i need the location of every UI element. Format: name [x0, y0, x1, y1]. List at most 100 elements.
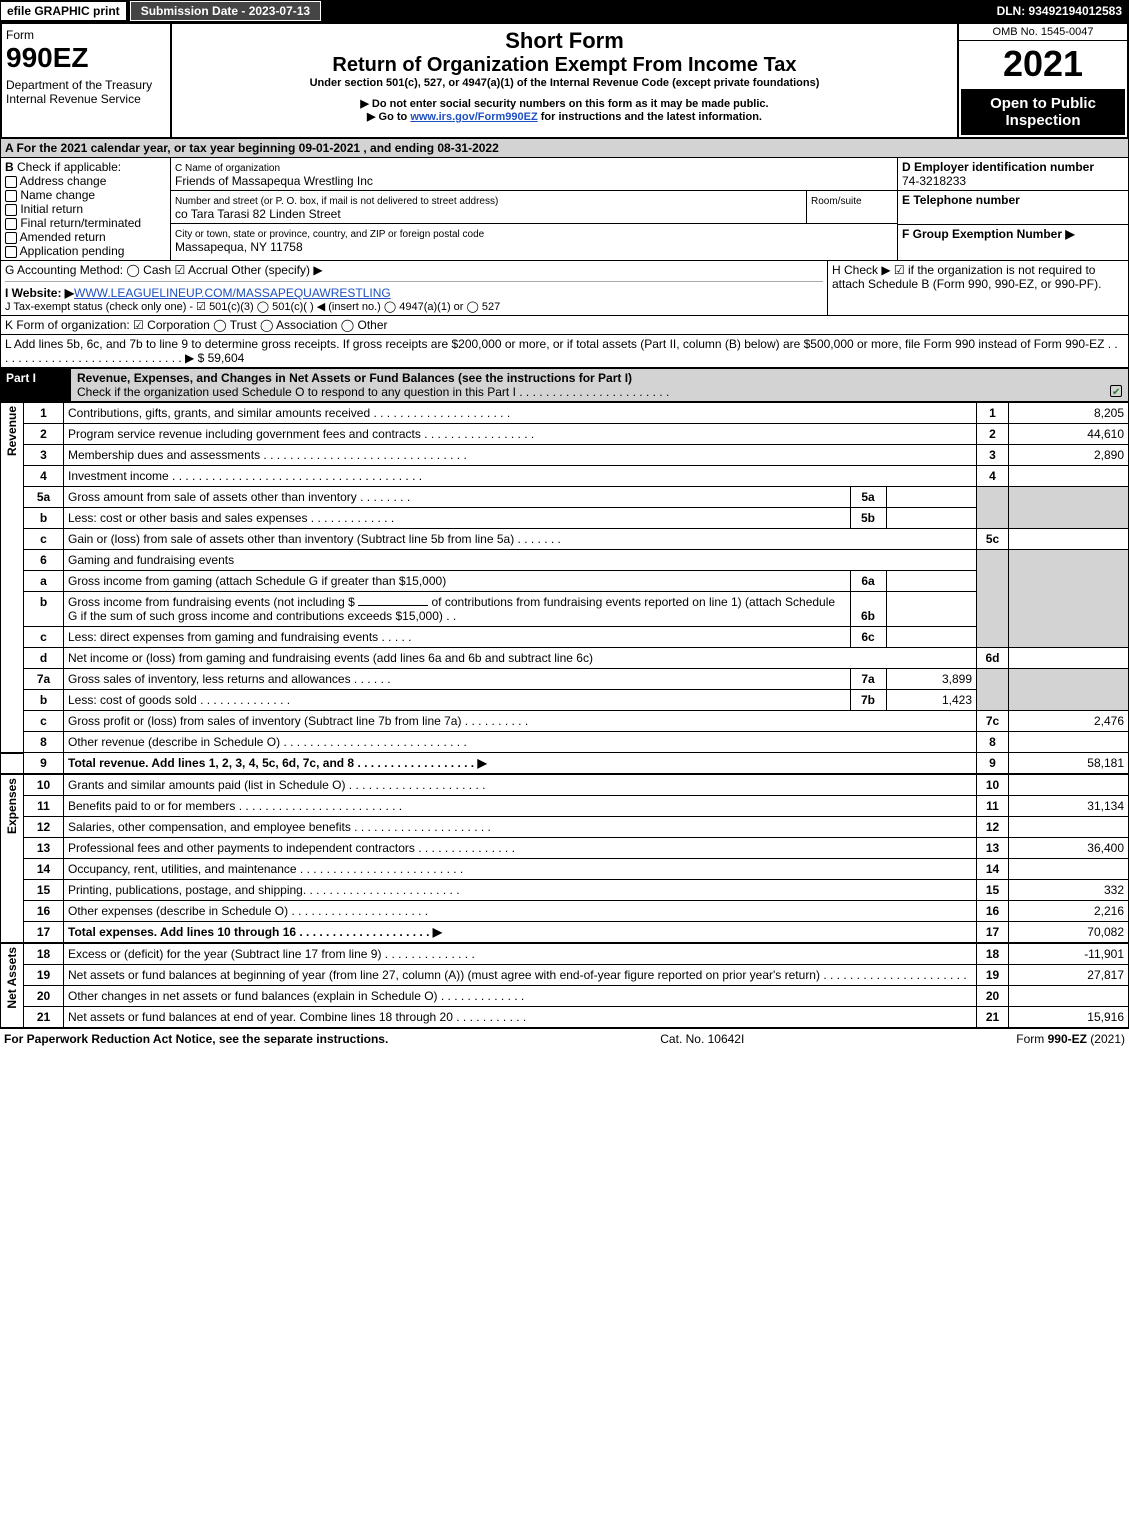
l6a-iamt	[886, 571, 976, 591]
l5a-text: Gross amount from sale of assets other t…	[64, 487, 850, 507]
l10-num: 10	[24, 774, 64, 796]
line-a: A For the 2021 calendar year, or tax yea…	[0, 139, 1129, 158]
efile-print-label[interactable]: efile GRAPHIC print	[1, 2, 126, 20]
line-h: H Check ▶ ☑ if the organization is not r…	[828, 261, 1128, 315]
line-j: J Tax-exempt status (check only one) - ☑…	[5, 300, 823, 313]
l14-num: 14	[24, 859, 64, 880]
l6b-text: Gross income from fundraising events (no…	[64, 592, 850, 626]
l5b-iln: 5b	[850, 508, 886, 528]
l7ab-ln-shade	[977, 669, 1009, 711]
part-i-table: Revenue 1 Contributions, gifts, grants, …	[0, 402, 1129, 1028]
irs-link[interactable]: www.irs.gov/Form990EZ	[410, 111, 537, 123]
l17-ln: 17	[977, 922, 1009, 944]
city: Massapequa, NY 11758	[175, 240, 303, 254]
l5b-text: Less: cost or other basis and sales expe…	[64, 508, 850, 528]
chk-name-change[interactable]	[5, 190, 17, 202]
l2-text: Program service revenue including govern…	[64, 424, 977, 445]
l21-text: Net assets or fund balances at end of ye…	[64, 1007, 977, 1028]
form-header: Form 990EZ Department of the Treasury In…	[0, 22, 1129, 139]
l6b-iamt	[886, 592, 976, 626]
l8-amt	[1009, 732, 1129, 753]
tax-year: 2021	[959, 41, 1127, 87]
l9-amt: 58,181	[1009, 753, 1129, 775]
chk-application-pending[interactable]	[5, 246, 17, 258]
l6d-num: d	[24, 648, 64, 669]
open-public-badge: Open to Public Inspection	[961, 89, 1125, 135]
d-label: D Employer identification number	[902, 160, 1094, 174]
chk-final-return[interactable]	[5, 218, 17, 230]
b-label: B	[5, 160, 14, 174]
subtitle-ssn: ▶ Do not enter social security numbers o…	[176, 97, 953, 110]
l2-ln: 2	[977, 424, 1009, 445]
l5a-num: 5a	[24, 487, 64, 508]
l15-amt: 332	[1009, 880, 1129, 901]
l17-amt: 70,082	[1009, 922, 1129, 944]
l7c-num: c	[24, 711, 64, 732]
l15-num: 15	[24, 880, 64, 901]
omb-number: OMB No. 1545-0047	[959, 24, 1127, 41]
l5a-iamt	[886, 487, 976, 507]
l6-amt-shade	[1009, 550, 1129, 648]
l3-num: 3	[24, 445, 64, 466]
l4-num: 4	[24, 466, 64, 487]
l4-amt	[1009, 466, 1129, 487]
l14-ln: 14	[977, 859, 1009, 880]
l4-text: Investment income . . . . . . . . . . . …	[64, 466, 977, 487]
l6b-iln: 6b	[850, 592, 886, 626]
revenue-side-label: Revenue	[1, 403, 24, 753]
l14-amt	[1009, 859, 1129, 880]
l12-amt	[1009, 817, 1129, 838]
line-i: I Website: ▶WWW.LEAGUELINEUP.COM/MASSAPE…	[5, 286, 823, 300]
l13-amt: 36,400	[1009, 838, 1129, 859]
l6d-amt	[1009, 648, 1129, 669]
l6d-ln: 6d	[977, 648, 1009, 669]
chk-amended-return[interactable]	[5, 232, 17, 244]
part-i-header: Part I Revenue, Expenses, and Changes in…	[0, 368, 1129, 402]
chk-schedule-o[interactable]	[1110, 385, 1122, 397]
l21-amt: 15,916	[1009, 1007, 1129, 1028]
title-short-form: Short Form	[176, 28, 953, 54]
l13-text: Professional fees and other payments to …	[64, 838, 977, 859]
line-l: L Add lines 5b, 6c, and 7b to line 9 to …	[0, 335, 1129, 368]
l18-amt: -11,901	[1009, 943, 1129, 965]
l3-amt: 2,890	[1009, 445, 1129, 466]
expenses-side-label: Expenses	[1, 774, 24, 943]
l6a-iln: 6a	[850, 571, 886, 591]
l4-ln: 4	[977, 466, 1009, 487]
l7b-iln: 7b	[850, 690, 886, 710]
l5c-amt	[1009, 529, 1129, 550]
l14-text: Occupancy, rent, utilities, and maintena…	[64, 859, 977, 880]
l5b-num: b	[24, 508, 64, 529]
l5ab-ln-shade	[977, 487, 1009, 529]
l7b-iamt: 1,423	[886, 690, 976, 710]
top-bar: efile GRAPHIC print Submission Date - 20…	[0, 0, 1129, 22]
part-i-label: Part I	[0, 368, 70, 402]
b-addr: Address change	[20, 174, 107, 188]
l8-ln: 8	[977, 732, 1009, 753]
website-link[interactable]: WWW.LEAGUELINEUP.COM/MASSAPEQUAWRESTLING	[74, 286, 391, 300]
goto-pre: ▶ Go to	[367, 111, 410, 123]
form-number: 990EZ	[6, 42, 89, 73]
section-bcdef: B Check if applicable: Address change Na…	[0, 158, 1129, 261]
l8-text: Other revenue (describe in Schedule O) .…	[64, 732, 977, 753]
l6a-num: a	[24, 571, 64, 592]
city-label: City or town, state or province, country…	[175, 229, 484, 240]
l5ab-amt-shade	[1009, 487, 1129, 529]
footer-formref: Form 990-EZ (2021)	[1016, 1032, 1125, 1046]
l5c-ln: 5c	[977, 529, 1009, 550]
l6b-num: b	[24, 592, 64, 627]
b-final: Final return/terminated	[20, 216, 141, 230]
l7c-ln: 7c	[977, 711, 1009, 732]
l16-num: 16	[24, 901, 64, 922]
room-label: Room/suite	[811, 196, 862, 207]
l18-text: Excess or (deficit) for the year (Subtra…	[64, 943, 977, 965]
l17-num: 17	[24, 922, 64, 944]
chk-address-change[interactable]	[5, 176, 17, 188]
l6b-t1: Gross income from fundraising events (no…	[68, 595, 355, 609]
l6-text: Gaming and fundraising events	[64, 550, 977, 571]
f-label: F Group Exemption Number ▶	[902, 227, 1075, 241]
chk-initial-return[interactable]	[5, 204, 17, 216]
l6d-text: Net income or (loss) from gaming and fun…	[64, 648, 977, 669]
b-initial: Initial return	[20, 202, 83, 216]
dln: DLN: 93492194012583	[991, 2, 1128, 20]
